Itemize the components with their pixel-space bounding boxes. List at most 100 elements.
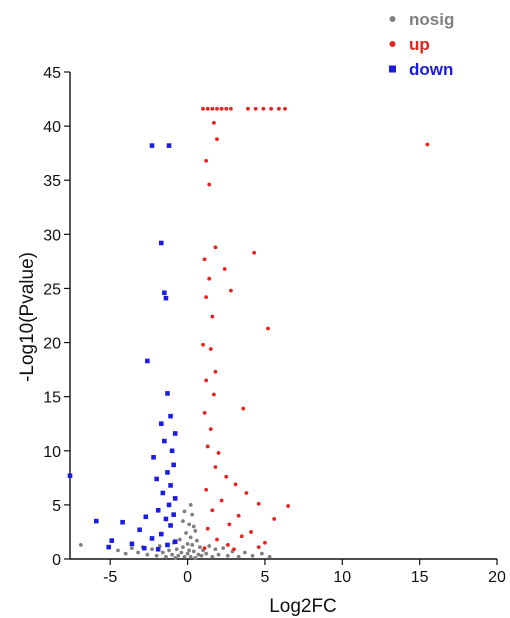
y-tick-label: 10 bbox=[43, 444, 61, 461]
y-tick-label: 40 bbox=[43, 119, 61, 136]
legend-label-nosig: nosig bbox=[409, 10, 454, 29]
point-up bbox=[227, 522, 232, 527]
point-nosig bbox=[199, 553, 204, 558]
point-nosig bbox=[170, 552, 175, 557]
point-down bbox=[165, 470, 170, 475]
point-nosig bbox=[185, 551, 190, 556]
x-axis-ticks: -5 0 5 10 15 20 bbox=[103, 559, 506, 586]
point-nosig bbox=[207, 544, 212, 548]
point-nosig bbox=[181, 545, 185, 549]
legend-marker-up bbox=[389, 41, 396, 47]
y-tick-label: 5 bbox=[52, 498, 61, 515]
point-down bbox=[166, 143, 172, 148]
point-down bbox=[162, 290, 167, 296]
x-tick-label: 10 bbox=[333, 569, 351, 586]
point-nosig bbox=[242, 550, 247, 555]
series-up bbox=[201, 106, 430, 552]
point-down bbox=[151, 454, 156, 460]
point-up bbox=[207, 182, 212, 187]
point-down bbox=[158, 421, 164, 427]
point-up bbox=[224, 106, 229, 111]
point-up bbox=[239, 534, 244, 539]
point-nosig bbox=[154, 553, 159, 558]
point-up bbox=[228, 288, 233, 293]
point-down bbox=[137, 527, 142, 533]
point-nosig bbox=[204, 551, 209, 556]
point-up bbox=[205, 444, 210, 449]
point-down bbox=[172, 431, 178, 436]
point-down bbox=[172, 539, 178, 544]
point-down bbox=[166, 502, 172, 508]
point-nosig bbox=[194, 538, 199, 543]
point-nosig bbox=[190, 543, 195, 547]
y-tick-label: 45 bbox=[43, 65, 61, 82]
point-up bbox=[215, 537, 219, 542]
point-nosig bbox=[78, 543, 83, 547]
point-down bbox=[67, 473, 73, 478]
point-up bbox=[219, 498, 224, 503]
point-up bbox=[232, 547, 236, 552]
point-down bbox=[120, 519, 125, 525]
point-down bbox=[141, 545, 147, 551]
x-tick-label: 5 bbox=[260, 569, 269, 586]
point-down bbox=[94, 518, 99, 524]
point-down bbox=[143, 514, 149, 520]
point-down bbox=[160, 490, 166, 496]
point-nosig bbox=[221, 546, 226, 551]
point-up bbox=[256, 545, 261, 549]
point-down bbox=[168, 413, 173, 419]
point-up bbox=[204, 295, 209, 300]
point-nosig bbox=[193, 556, 198, 560]
point-nosig bbox=[182, 509, 187, 514]
x-tick-label: 20 bbox=[488, 569, 506, 586]
x-tick-label: -5 bbox=[103, 569, 117, 586]
point-nosig bbox=[188, 554, 193, 559]
point-down bbox=[168, 483, 173, 488]
y-axis-ticks: 0 5 10 15 20 25 30 35 40 45 bbox=[43, 65, 70, 569]
point-nosig bbox=[198, 545, 202, 549]
point-nosig bbox=[123, 551, 128, 556]
point-down bbox=[165, 542, 170, 548]
point-nosig bbox=[136, 550, 140, 555]
point-up bbox=[224, 474, 229, 479]
series-nosig bbox=[78, 502, 272, 560]
y-tick-label: 30 bbox=[43, 227, 61, 244]
point-up bbox=[272, 517, 277, 521]
point-down bbox=[162, 438, 167, 444]
point-down bbox=[149, 536, 155, 541]
series-down bbox=[67, 143, 178, 552]
point-up bbox=[210, 314, 215, 319]
point-up bbox=[228, 106, 233, 111]
legend: nosig up down bbox=[389, 10, 454, 79]
point-up bbox=[236, 513, 241, 518]
y-tick-label: 15 bbox=[43, 390, 61, 407]
point-nosig bbox=[225, 553, 230, 558]
point-down bbox=[129, 541, 135, 547]
point-up bbox=[425, 142, 430, 147]
point-nosig bbox=[164, 554, 168, 559]
point-up bbox=[201, 106, 205, 111]
point-up bbox=[208, 347, 213, 351]
point-nosig bbox=[193, 528, 198, 533]
point-up bbox=[253, 106, 258, 111]
point-up bbox=[261, 106, 266, 111]
point-nosig bbox=[259, 551, 264, 556]
point-down bbox=[158, 531, 164, 537]
point-up bbox=[215, 106, 219, 111]
point-up bbox=[213, 245, 218, 250]
point-up bbox=[241, 406, 246, 411]
y-tick-label: 25 bbox=[43, 281, 61, 298]
point-nosig bbox=[196, 552, 201, 557]
point-up bbox=[213, 465, 218, 469]
point-down bbox=[149, 143, 155, 148]
point-nosig bbox=[185, 541, 190, 546]
point-up bbox=[202, 546, 207, 551]
point-nosig bbox=[267, 554, 272, 559]
point-up bbox=[208, 427, 213, 432]
data-points bbox=[67, 106, 430, 560]
point-up bbox=[205, 106, 210, 111]
legend-marker-nosig bbox=[389, 16, 396, 22]
point-up bbox=[202, 257, 207, 262]
point-up bbox=[204, 378, 209, 383]
point-up bbox=[204, 487, 209, 492]
